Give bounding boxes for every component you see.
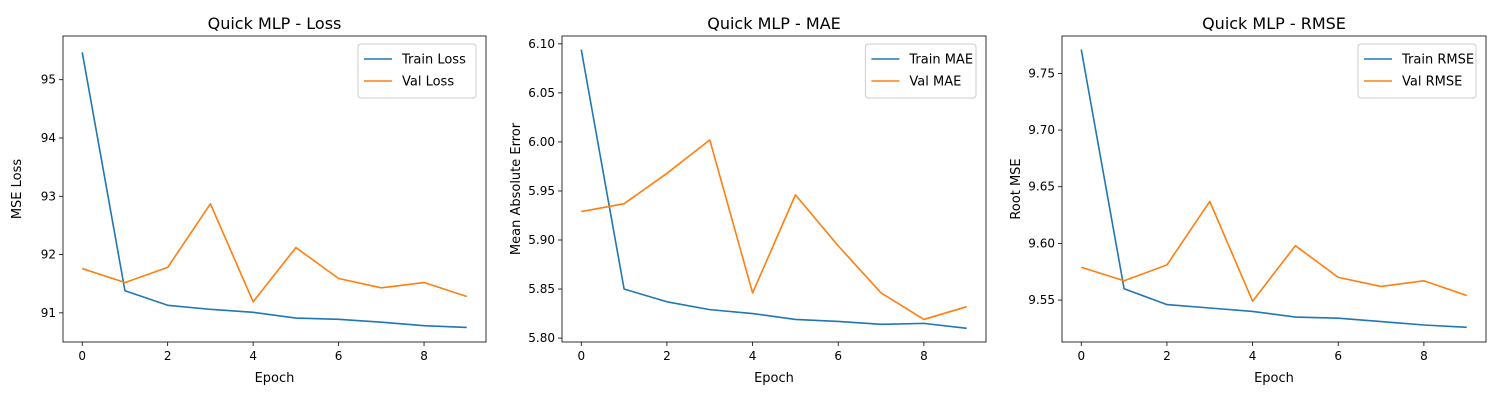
series-line-1: [1081, 200, 1467, 303]
y-tick-label: 9.60: [1028, 236, 1055, 250]
axes-frame: [1061, 35, 1487, 343]
legend-box: [864, 43, 977, 99]
x-tick-label: 0: [1077, 349, 1085, 363]
axes-frame: [62, 35, 487, 343]
x-tick-label: 4: [749, 349, 757, 363]
x-tick-label: 8: [1420, 349, 1428, 363]
y-tick-label: 5.95: [528, 184, 555, 198]
x-tick-label: 6: [335, 349, 343, 363]
legend-label-1: Val RMSE: [1402, 75, 1462, 90]
series-line-0: [81, 52, 467, 329]
x-axis-label: Epoch: [754, 371, 794, 386]
legend-label-0: Train MAE: [908, 53, 973, 68]
y-tick-label: 9.75: [1028, 66, 1055, 80]
x-tick-label: 0: [78, 349, 86, 363]
x-tick-label: 2: [663, 349, 671, 363]
y-axis-label: Mean Absolute Error: [509, 122, 524, 255]
y-tick-label: 9.55: [1028, 293, 1055, 307]
y-tick-label: 5.80: [528, 331, 555, 345]
y-tick-label: 93: [41, 189, 56, 203]
x-tick-label: 8: [420, 349, 428, 363]
series-line-0: [1080, 49, 1467, 329]
series-line-0: [580, 49, 967, 330]
legend-label-0: Train Loss: [401, 53, 466, 68]
chart-panel-0: Quick MLP - Loss 0 2 4 6 8 91 92 93 94 95 Epoch MSE …: [10, 14, 487, 386]
chart-panel-2: Quick MLP - RMSE 0 2 4 6 8 9.55 9.60 9.65 9.70 9.7…: [1009, 14, 1487, 386]
series-line-1: [81, 203, 468, 303]
y-tick-label: 6.00: [528, 135, 555, 149]
chart-title: Quick MLP - Loss: [208, 14, 342, 33]
x-tick-label: 2: [164, 349, 172, 363]
y-axis-label: Root MSE: [1009, 158, 1024, 219]
legend: Train MAE Val MAE: [864, 43, 977, 99]
x-tick-label: 6: [834, 349, 842, 363]
axes-frame: [561, 35, 987, 343]
legend: Train RMSE Val RMSE: [1357, 43, 1477, 99]
legend-label-1: Val MAE: [909, 75, 961, 90]
chart-panel-1: Quick MLP - MAE 0 2 4 6 8 5.80 5.85 5.90 5.95 6.00…: [509, 14, 987, 386]
y-tick-label: 95: [41, 73, 56, 87]
y-tick-label: 9.70: [1028, 123, 1055, 137]
chart-title: Quick MLP - MAE: [707, 14, 841, 33]
x-tick-label: 0: [577, 349, 585, 363]
chart-title: Quick MLP - RMSE: [1202, 14, 1346, 33]
y-tick-label: 6.10: [528, 37, 555, 51]
x-axis-label: Epoch: [255, 371, 295, 386]
x-tick-label: 6: [1334, 349, 1342, 363]
legend-box: [357, 43, 477, 99]
series-line-1: [581, 139, 967, 321]
y-axis-label: MSE Loss: [10, 159, 25, 220]
y-tick-label: 5.85: [528, 282, 555, 296]
y-tick-label: 94: [41, 131, 56, 145]
x-tick-label: 2: [1163, 349, 1171, 363]
y-tick-label: 5.90: [528, 233, 555, 247]
x-tick-label: 4: [1249, 349, 1257, 363]
legend: Train Loss Val Loss: [357, 43, 477, 99]
x-tick-label: 4: [249, 349, 257, 363]
y-tick-label: 9.65: [1028, 180, 1055, 194]
y-tick-label: 92: [41, 248, 56, 262]
x-axis-label: Epoch: [1254, 371, 1294, 386]
y-tick-label: 91: [41, 306, 56, 320]
x-tick-label: 8: [920, 349, 928, 363]
legend-label-0: Train RMSE: [1401, 53, 1474, 68]
legend-box: [1357, 43, 1477, 99]
legend-label-1: Val Loss: [402, 75, 454, 90]
y-tick-label: 6.05: [528, 86, 555, 100]
